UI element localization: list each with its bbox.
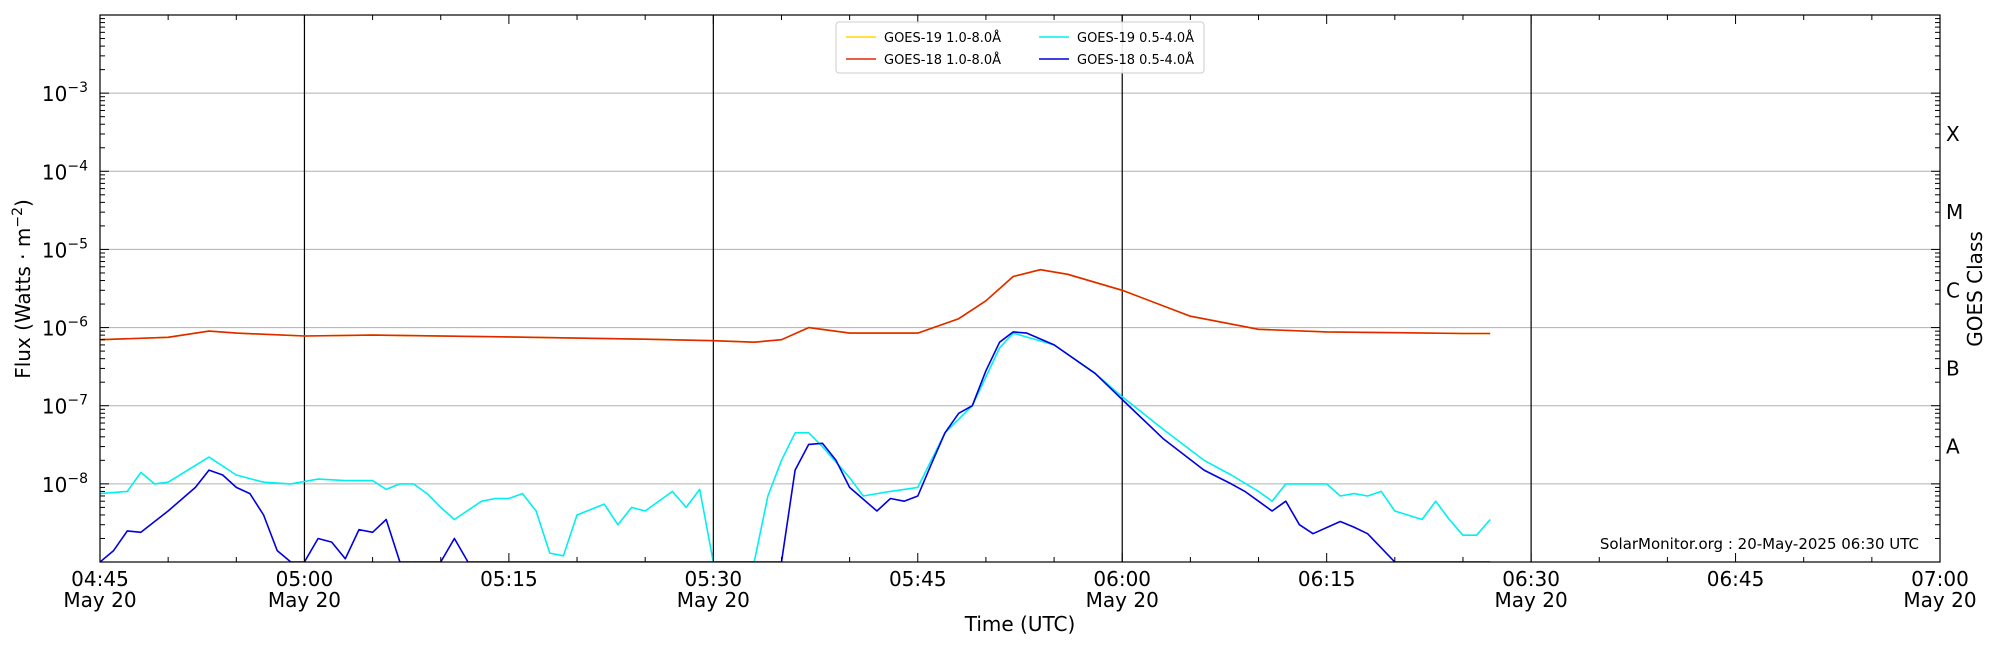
legend-label-3: GOES-18 0.5-4.0Å	[1077, 52, 1194, 68]
x-tick-label-time: 05:45	[889, 567, 947, 591]
goes-class-b: B	[1946, 356, 1960, 380]
x-tick-label-time: 06:45	[1707, 567, 1765, 591]
x-tick-label-date: May 20	[677, 588, 750, 612]
y-tick-label: 10−7	[42, 393, 88, 419]
legend-label-1: GOES-18 1.0-8.0Å	[884, 52, 1001, 68]
y-tick-label: 10−4	[42, 158, 88, 184]
goes-class-a: A	[1946, 435, 1960, 459]
x-tick-label-time: 05:00	[276, 567, 334, 591]
y-tick-label: 10−5	[42, 236, 88, 262]
legend: GOES-19 1.0-8.0Å GOES-18 1.0-8.0Å GOES-19 …	[835, 21, 1205, 74]
goes-class-m: M	[1946, 200, 1963, 224]
legend-box	[835, 21, 1205, 74]
series-line-1	[100, 268, 1491, 344]
x-tick-label-time: 06:00	[1093, 567, 1151, 591]
goes-class-c: C	[1946, 278, 1960, 302]
x-tick-label-date: May 20	[1903, 588, 1976, 612]
x-tick-label-date: May 20	[1086, 588, 1159, 612]
plot-frame	[99, 14, 1941, 563]
legend-label-0: GOES-19 1.0-8.0Å	[884, 30, 1001, 46]
tick-layer	[99, 15, 1941, 563]
x-tick-label-time: 05:15	[480, 567, 538, 591]
x-tick-label-time: 07:00	[1911, 567, 1969, 591]
x-tick-label-time: 06:15	[1298, 567, 1356, 591]
x-tick-label-time: 06:30	[1502, 567, 1560, 591]
series-line-3	[100, 331, 1491, 562]
vertical-day-lines	[303, 15, 1532, 562]
x-tick-label-date: May 20	[268, 588, 341, 612]
series-layer	[100, 268, 1491, 562]
y-axis-label: Flux (Watts · m−2)	[10, 199, 35, 379]
y-tick-label: 10−8	[42, 471, 88, 497]
y-tick-label: 10−3	[42, 80, 88, 106]
credit-text: SolarMonitor.org : 20-May-2025 06:30 UTC	[1600, 535, 1919, 553]
x-tick-label-date: May 20	[1495, 588, 1568, 612]
goes-class-label: GOES Class	[1963, 231, 1987, 347]
x-tick-label-date: May 20	[63, 588, 136, 612]
series-line-0	[100, 268, 1491, 344]
x-axis-label: Time (UTC)	[964, 612, 1076, 636]
x-tick-label-time: 04:45	[71, 567, 129, 591]
legend-label-2: GOES-19 0.5-4.0Å	[1077, 30, 1194, 46]
goes-class-x: X	[1946, 122, 1960, 146]
grid-layer	[100, 92, 1940, 485]
y-tick-label: 10−6	[42, 315, 88, 341]
series-line-2	[100, 332, 1491, 562]
x-tick-label-time: 05:30	[685, 567, 743, 591]
